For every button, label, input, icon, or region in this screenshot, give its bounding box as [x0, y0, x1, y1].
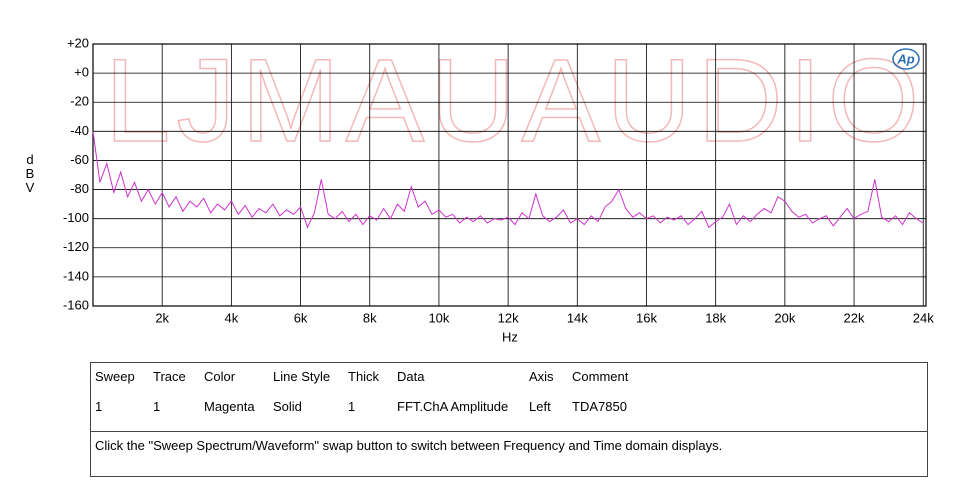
spectrum-line	[92, 131, 924, 229]
x-tick-label: 12k	[498, 310, 519, 325]
table-row: 1 1 Magenta Solid 1 FFT.ChA Amplitude Left TDA7…	[91, 399, 927, 419]
logo: Ap	[896, 51, 914, 66]
watermark: LJMAUAUDIO	[105, 35, 926, 167]
table-cell: Sweep	[95, 369, 135, 384]
x-tick-label: 24k	[913, 310, 934, 325]
table-cell: TDA7850	[572, 399, 627, 414]
legend-table: Sweep Trace Color Line Style Thick Data Axis Co…	[90, 362, 928, 477]
x-tick-label: 4k	[225, 310, 239, 325]
y-tick-label: -20	[70, 94, 89, 109]
x-tick-label: 18k	[705, 310, 726, 325]
table-cell: Comment	[572, 369, 629, 384]
y-tick-label: +20	[67, 35, 89, 50]
note: Click the "Sweep Spectrum/Waveform" swap…	[91, 431, 927, 477]
table-cell: Thick	[348, 369, 380, 384]
table-cell: Solid	[273, 399, 302, 414]
table-cell: Data	[397, 369, 425, 384]
x-tick-label: 16k	[636, 310, 657, 325]
logo-ring	[892, 48, 920, 70]
x-tick-label: 8k	[363, 310, 377, 325]
y-tick-label: -100	[63, 210, 89, 225]
y-tick-label: -160	[63, 297, 89, 312]
x-axis-label: Hz	[502, 329, 518, 344]
x-tick-label: 2k	[155, 310, 169, 325]
x-tick-label: 20k	[774, 310, 795, 325]
x-tick-label: 14k	[567, 310, 588, 325]
y-tick-label: -140	[63, 268, 89, 283]
y-tick-label: -80	[70, 181, 89, 196]
x-tick-label: 6k	[294, 310, 308, 325]
table-cell: FFT.ChA Amplitude	[397, 399, 509, 414]
x-tick-label: 10k	[428, 310, 449, 325]
table-cell: 1	[95, 399, 103, 414]
table-cell: Axis	[529, 369, 554, 384]
table-cell: Magenta	[204, 399, 255, 414]
table-cell: Left	[529, 399, 551, 414]
table-header: Sweep Trace Color Line Style Thick Data Axis Co…	[91, 369, 927, 389]
table-cell: 1	[348, 399, 356, 414]
plot-frame	[92, 43, 927, 307]
y-tick-label: -120	[63, 239, 89, 254]
x-tick-label: 22k	[844, 310, 865, 325]
table-cell: Color	[204, 369, 236, 384]
y-tick-label: -60	[70, 152, 89, 167]
table-cell: Trace	[153, 369, 186, 384]
table-cell: Line Style	[273, 369, 331, 384]
table-cell: 1	[153, 399, 161, 414]
y-axis-label: dBV	[25, 152, 35, 195]
y-tick-label: -40	[70, 123, 89, 138]
y-tick-label: +0	[74, 65, 89, 80]
chart: LJMAUAUDIO Ap Hz +20 +0 -20 -40 -60 -80 -100 -1…	[63, 34, 934, 344]
